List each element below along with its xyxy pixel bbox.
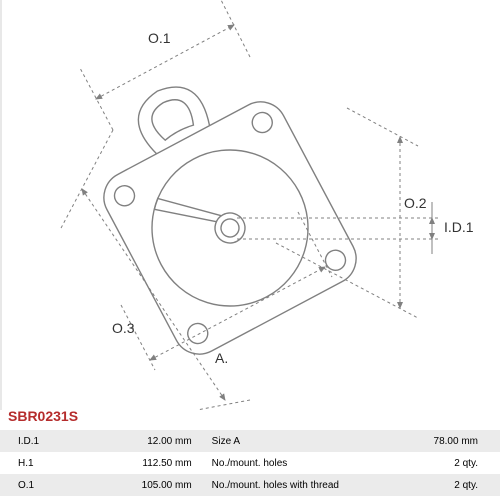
spec-value: 112.50 mm [70,452,198,474]
table-row: H.1112.50 mmNo./mount. holes2 qty. [0,452,500,474]
spec-value: 12.00 mm [70,430,198,452]
spec-table: I.D.112.00 mmSize A78.00 mmH.1112.50 mmN… [0,430,500,500]
dim-label-o2: O.2 [404,195,427,211]
spec-label: No./mount. holes with thread [198,474,384,496]
dim-label-id1: I.D.1 [444,219,474,235]
table-row: O.1105.00 mmNo./mount. holes with thread… [0,474,500,496]
spec-label: I.D.1 [0,430,70,452]
spec-label: Size A [198,430,384,452]
diagram-area: O.1 O.2 I.D.1 O.3 A. [0,0,500,431]
spec-value: 2 qty. [384,452,500,474]
spec-value: 105.00 mm [70,474,198,496]
spec-value: 2 qty. [384,474,500,496]
spec-label: H.1 [0,452,70,474]
dim-label-o3: O.3 [112,320,135,336]
table-row: I.D.112.00 mmSize A78.00 mm [0,430,500,452]
part-id: SBR0231S [8,408,78,424]
spec-value: 78.00 mm [384,430,500,452]
dim-label-a: A. [215,350,228,366]
spec-label: No./mount. holes [198,452,384,474]
spec-label: O.1 [0,474,70,496]
dim-label-o1: O.1 [148,30,171,46]
